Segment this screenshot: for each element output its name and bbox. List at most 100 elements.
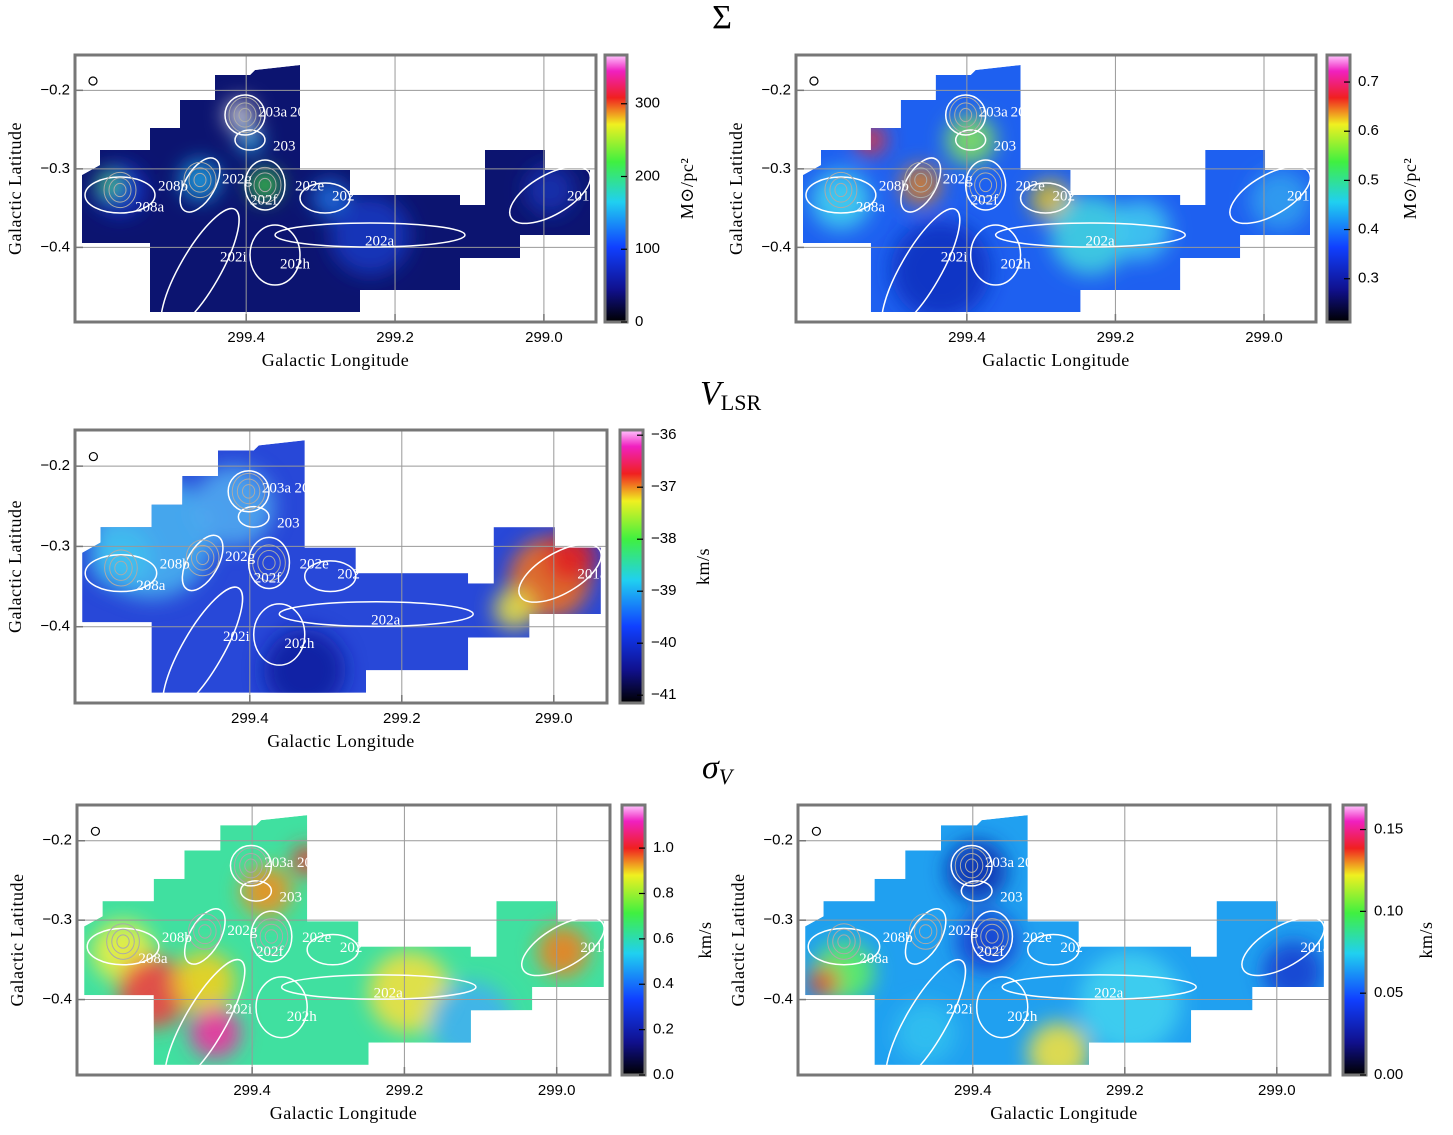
region-label: 208a <box>136 578 166 594</box>
map-panel: 299.4 299.2 299.0 −0.2 −0.3 −0.4 203a 20 203 208b… <box>726 53 1420 370</box>
region-ellipse <box>234 129 266 151</box>
colorbar <box>1325 53 1352 324</box>
region-ellipse <box>250 910 293 963</box>
contour <box>106 923 140 960</box>
region-ellipse <box>994 222 1187 248</box>
region-label: 202a <box>1085 233 1115 249</box>
map-blob <box>945 115 996 165</box>
contour <box>909 167 933 193</box>
contour <box>959 107 973 123</box>
plot-frame <box>75 803 612 1077</box>
x-axis-label: Galactic Longitude <box>990 1103 1137 1123</box>
map-blob <box>855 125 886 155</box>
colorbar-tick-label: 1.0 <box>653 839 674 856</box>
beam <box>90 826 101 836</box>
x-tick-label: 299.4 <box>948 329 986 346</box>
contour <box>228 96 262 134</box>
y-tick-label: −0.2 <box>763 832 793 849</box>
contour <box>974 172 998 198</box>
region-ellipse <box>252 603 306 666</box>
section-title: VLSR <box>700 375 761 415</box>
region-label: 202f <box>971 192 999 208</box>
region-label: 202i <box>946 1002 973 1018</box>
region-ellipse <box>509 165 591 225</box>
map-blob <box>368 951 451 1033</box>
colorbar-tick-label: 0.7 <box>1358 73 1379 90</box>
region-label: 203 <box>280 889 303 905</box>
region-label: 20 <box>297 855 312 871</box>
region-ellipse <box>518 543 602 603</box>
map-panel: 299.4 299.2 299.0 −0.2 −0.3 −0.4 203a 20 203 208b… <box>5 53 697 370</box>
contour <box>103 171 137 209</box>
colorbar-tick-label: 0.6 <box>1358 122 1379 139</box>
region-label: 203a <box>258 104 288 120</box>
map-blob <box>250 170 280 200</box>
region-label: 202h <box>1001 256 1031 272</box>
region-label: 202i <box>220 249 247 265</box>
map-blob <box>330 195 410 275</box>
map-blob <box>537 926 589 978</box>
colorbar-tick-label: 0.2 <box>653 1021 674 1038</box>
contour <box>985 929 999 944</box>
map-blob <box>429 981 512 1064</box>
contour <box>979 177 993 193</box>
region-label: 208b <box>158 178 188 194</box>
region-label: 202e <box>1023 930 1053 946</box>
region-label: 20 <box>1011 104 1026 120</box>
colorbar-tick-label: 0.10 <box>1374 902 1403 919</box>
region-label: 202g <box>222 171 253 187</box>
region-label: 203 <box>994 138 1017 154</box>
region-label: 202e <box>300 556 330 572</box>
map-blob <box>1110 200 1171 260</box>
map-blob <box>238 128 262 152</box>
contour <box>116 934 130 949</box>
map-blob <box>312 180 348 216</box>
region-ellipse <box>86 927 160 966</box>
contour <box>248 166 282 204</box>
region-ellipse <box>885 958 967 1086</box>
contour <box>262 555 276 571</box>
colorbar-tick-label: −37 <box>651 478 676 495</box>
contour <box>904 161 938 199</box>
y-tick-label: −0.4 <box>40 618 70 635</box>
colorbar <box>620 803 647 1077</box>
contour <box>183 161 217 199</box>
x-tick-label: 299.0 <box>1258 1082 1296 1099</box>
contour <box>908 913 943 950</box>
region-label: 201a <box>1287 188 1317 204</box>
region-ellipse <box>162 586 244 714</box>
map-blob <box>493 588 535 630</box>
x-tick-label: 299.2 <box>1097 329 1135 346</box>
region-ellipse <box>975 976 1029 1039</box>
colorbar-tick-label: 0.8 <box>653 884 674 901</box>
map-blobs <box>95 100 575 275</box>
colorbar-tick-label: 200 <box>635 167 660 184</box>
colorbar-label: km/s <box>1416 921 1436 958</box>
region-label: 202i <box>941 249 968 265</box>
map-panel: 299.4 299.2 299.0 −0.2 −0.3 −0.4 203a 20 203 208b… <box>5 426 713 751</box>
region-label: 202h <box>280 256 311 272</box>
region-label: 202a <box>1094 986 1124 1002</box>
map-blob <box>189 1006 241 1059</box>
region-ellipse <box>954 129 987 151</box>
contour <box>196 550 210 566</box>
contour <box>193 918 217 945</box>
region-label: 203 <box>273 138 296 154</box>
map-blob <box>525 165 575 215</box>
colorbar-label: M⊙/pc² <box>1400 158 1420 219</box>
y-axis-label: Galactic Latitude <box>726 122 746 255</box>
region-label: 203 <box>277 516 300 532</box>
region-ellipse <box>1019 182 1072 214</box>
y-tick-label: −0.3 <box>761 160 791 177</box>
contour <box>824 171 858 209</box>
region-label: 202i <box>225 1002 252 1018</box>
region-ellipse <box>1241 916 1325 977</box>
region-ellipse <box>229 844 273 887</box>
region-label: 203 <box>1000 889 1023 905</box>
contour <box>975 918 1009 955</box>
colorbar-tick-label: −38 <box>651 530 676 547</box>
region-ellipse <box>805 176 877 214</box>
region-label: 201a <box>1300 940 1330 956</box>
contour <box>829 177 853 203</box>
contour <box>193 172 207 188</box>
